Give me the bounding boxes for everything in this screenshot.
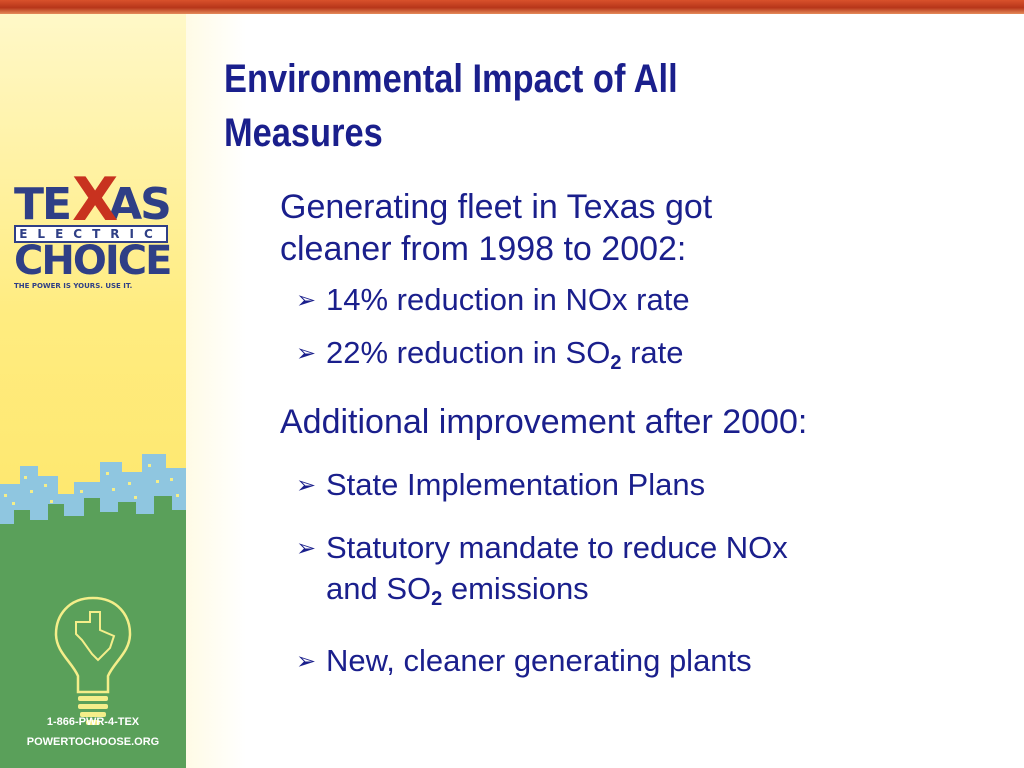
- logo-x-mark: X: [72, 165, 119, 235]
- section-heading: Generating fleet in Texas got cleaner fr…: [280, 188, 713, 268]
- arrow-bullet-icon: ➢: [296, 287, 317, 314]
- arrow-bullet-icon: ➢: [296, 340, 317, 367]
- arrow-bullet-icon: ➢: [296, 535, 317, 562]
- bullet-item: ➢ New, cleaner generating plants: [280, 641, 1000, 682]
- contact-website: POWERTOCHOOSE.ORG: [26, 736, 160, 748]
- arrow-bullet-icon: ➢: [296, 648, 317, 675]
- section-heading: Additional improvement after 2000:: [280, 403, 808, 441]
- bullet-item: ➢ Statutory mandate to reduce NOx and SO2 …: [296, 530, 788, 610]
- texas-electric-choice-logo: TE AS X ELECTRIC CHOICE THE POWER IS YOUR…: [12, 169, 172, 294]
- top-accent-bar: [0, 0, 1024, 14]
- arrow-bullet-icon: ➢: [296, 472, 317, 499]
- panel-fade: [186, 14, 246, 768]
- logo-electric-word: ELECTRIC: [14, 225, 168, 243]
- bullet-item: ➢ 14% reduction in NOx rate: [280, 280, 1000, 321]
- bullet-item: ➢ 22% reduction in SO2 rate: [296, 335, 684, 374]
- city-skyline-illustration: [0, 454, 186, 768]
- logo-choice-word: CHOICE: [14, 238, 172, 284]
- slide-title: Environmental Impact of All Measures: [224, 57, 678, 155]
- slide-body: Generating fleet in Texas got cleaner fr…: [280, 186, 1000, 682]
- logo-texas-word: TE AS: [14, 179, 172, 230]
- contact-info: 1-866-PWR-4-TEX POWERTOCHOOSE.ORG: [0, 712, 186, 752]
- logo-tagline: THE POWER IS YOURS. USE IT.: [14, 282, 133, 290]
- left-brand-panel: TE AS X ELECTRIC CHOICE THE POWER IS YOUR…: [0, 14, 186, 768]
- contact-phone: 1-866-PWR-4-TEX: [46, 716, 140, 728]
- bullet-item: ➢ State Implementation Plans: [280, 465, 1000, 506]
